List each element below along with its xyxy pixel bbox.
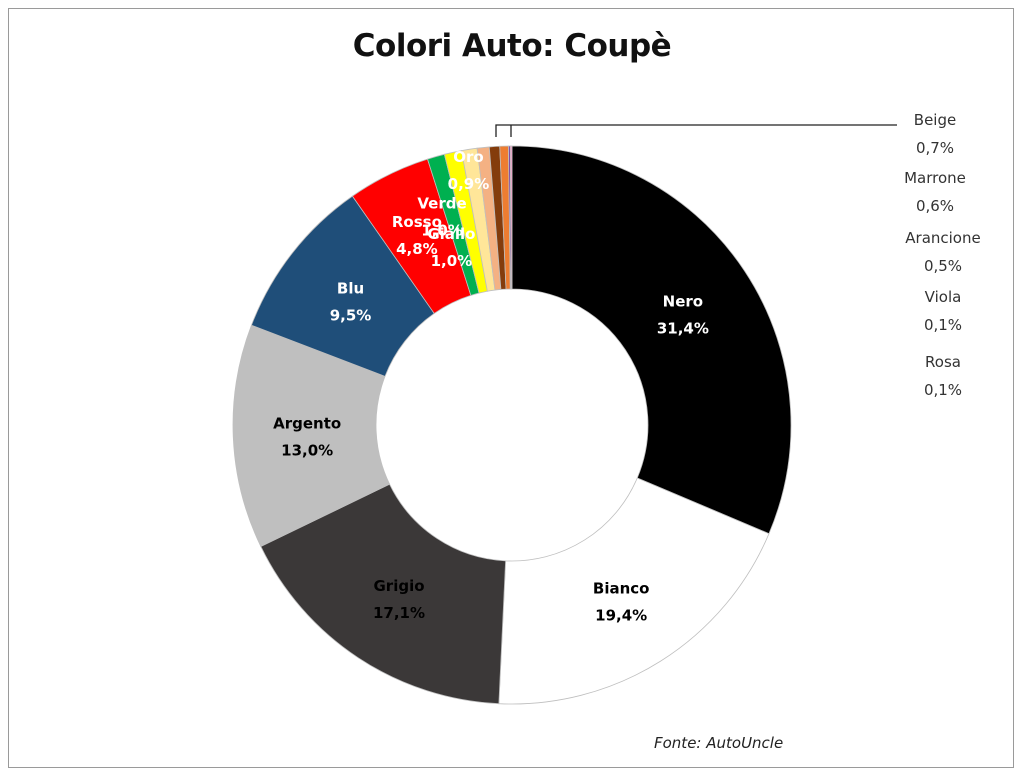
slice-argento (232, 324, 391, 547)
labels-group: Nero 31,4% Bianco 19,4% Grigio 17,1% Argento 13… (273, 111, 981, 624)
side-name-arancione: Arancione (905, 229, 980, 247)
side-name-viola: Viola (925, 288, 962, 306)
slice-rosa (509, 145, 513, 290)
slice-value-oro: 0,9% (448, 175, 490, 193)
slice-name-blu: Blu (337, 280, 364, 298)
slice-name-verde: Verde (417, 194, 466, 212)
slice-grigio (260, 483, 507, 705)
slice-value-nero: 31,4% (657, 320, 709, 338)
slice-name-nero: Nero (663, 293, 703, 311)
side-value-rosa: 0,1% (924, 381, 962, 399)
slice-name-grigio: Grigio (373, 577, 424, 595)
slice-value-blu: 9,5% (330, 307, 372, 325)
slices-group (232, 145, 792, 705)
side-name-beige: Beige (914, 111, 956, 129)
slice-value-bianco: 19,4% (595, 606, 647, 624)
chart-title: Colori Auto: Coupè (352, 28, 672, 64)
slice-nero (511, 145, 792, 535)
side-name-marrone: Marrone (904, 169, 966, 187)
slice-value-rosso: 4,8% (396, 240, 438, 258)
side-value-arancione: 0,5% (924, 257, 962, 275)
slice-value-grigio: 17,1% (373, 604, 425, 622)
side-value-viola: 0,1% (924, 316, 962, 334)
slice-bianco (498, 477, 770, 705)
slice-value-verde: 1,0% (421, 221, 463, 239)
chart-source: Fonte: AutoUncle (654, 734, 784, 752)
slice-name-rosso: Rosso (392, 213, 442, 231)
side-value-marrone: 0,6% (916, 197, 954, 215)
slice-value-argento: 13,0% (281, 442, 333, 460)
slice-name-giallo: Giallo (427, 225, 475, 243)
leader-line (495, 124, 897, 137)
slice-value-giallo: 1,0% (431, 252, 473, 270)
side-value-beige: 0,7% (916, 139, 954, 157)
side-name-rosa: Rosa (925, 353, 961, 371)
slice-name-oro: Oro (453, 148, 483, 166)
slice-name-argento: Argento (273, 415, 341, 433)
slice-name-bianco: Bianco (593, 579, 650, 597)
